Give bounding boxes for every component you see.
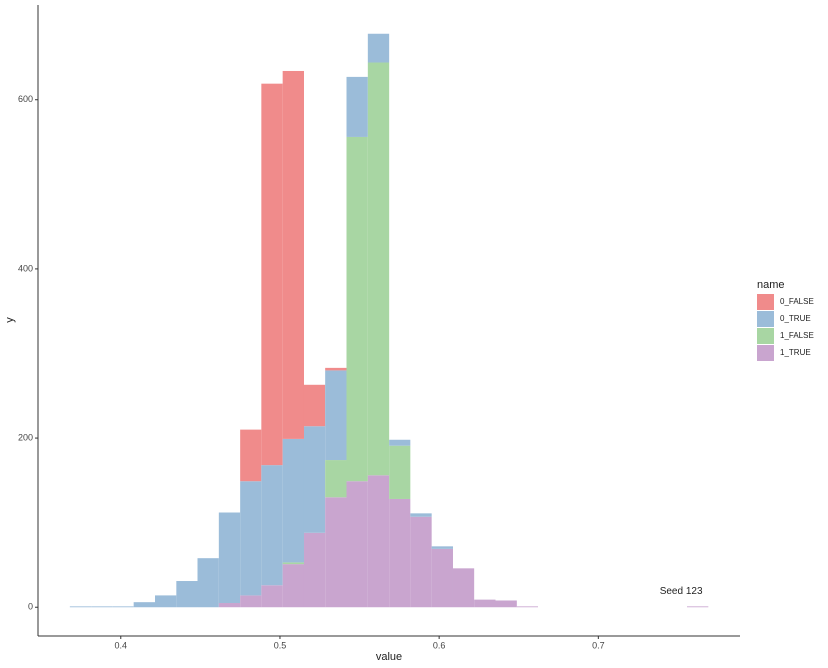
legend-key	[757, 328, 774, 344]
bar	[346, 481, 368, 608]
bar	[431, 546, 453, 549]
x-tick-label: 0.7	[592, 640, 605, 650]
legend-key	[757, 311, 774, 327]
bar	[282, 438, 304, 563]
bar	[474, 599, 496, 608]
legend-label: 0_TRUE	[780, 314, 811, 323]
bar	[367, 475, 390, 608]
x-axis-label: value	[376, 651, 402, 663]
bar	[218, 603, 241, 608]
x-tick-label: 0.6	[433, 640, 446, 650]
x-tick-label: 0.5	[274, 640, 287, 650]
bar	[346, 136, 368, 482]
bar	[240, 595, 262, 608]
bar	[325, 370, 347, 461]
legend-label: 0_FALSE	[780, 297, 814, 306]
bar	[261, 83, 283, 466]
bar	[686, 606, 709, 608]
y-tick-label: 400	[18, 263, 33, 273]
y-tick-label: 200	[18, 432, 33, 442]
bar	[410, 513, 432, 517]
bar	[282, 70, 304, 439]
bar	[389, 445, 411, 499]
legend-label: 1_TRUE	[780, 348, 811, 357]
bar	[91, 606, 113, 608]
bar	[218, 512, 241, 604]
bar	[389, 498, 411, 608]
bar	[495, 600, 517, 608]
bar	[325, 497, 347, 608]
bar	[240, 481, 262, 596]
bar	[155, 595, 177, 608]
x-tick-label: 0.4	[115, 640, 128, 650]
bar	[282, 562, 304, 565]
bar	[303, 426, 326, 533]
bar	[176, 581, 198, 608]
y-axis-label: y	[4, 317, 16, 323]
legend-title: name	[757, 279, 785, 291]
bar	[303, 384, 326, 427]
bar	[112, 606, 134, 608]
bar	[452, 568, 475, 608]
bar	[367, 62, 390, 476]
bar	[410, 516, 432, 608]
bar	[261, 585, 283, 608]
bar	[389, 439, 411, 446]
bar	[261, 465, 283, 586]
annotation: Seed 123	[660, 586, 703, 597]
bar	[133, 602, 155, 608]
y-tick-label: 0	[28, 602, 33, 612]
legend-label: 1_FALSE	[780, 331, 814, 340]
bar	[325, 460, 347, 498]
bar	[240, 429, 262, 482]
bar	[325, 367, 347, 371]
legend-key	[757, 294, 774, 310]
bar	[69, 606, 92, 608]
bar	[367, 33, 390, 63]
legend-key	[757, 345, 774, 361]
y-tick-label: 600	[18, 94, 33, 104]
bar	[303, 532, 326, 608]
bar	[516, 606, 538, 608]
bar	[346, 76, 368, 137]
bar	[197, 558, 219, 608]
bar	[431, 548, 453, 608]
bar	[282, 564, 304, 608]
